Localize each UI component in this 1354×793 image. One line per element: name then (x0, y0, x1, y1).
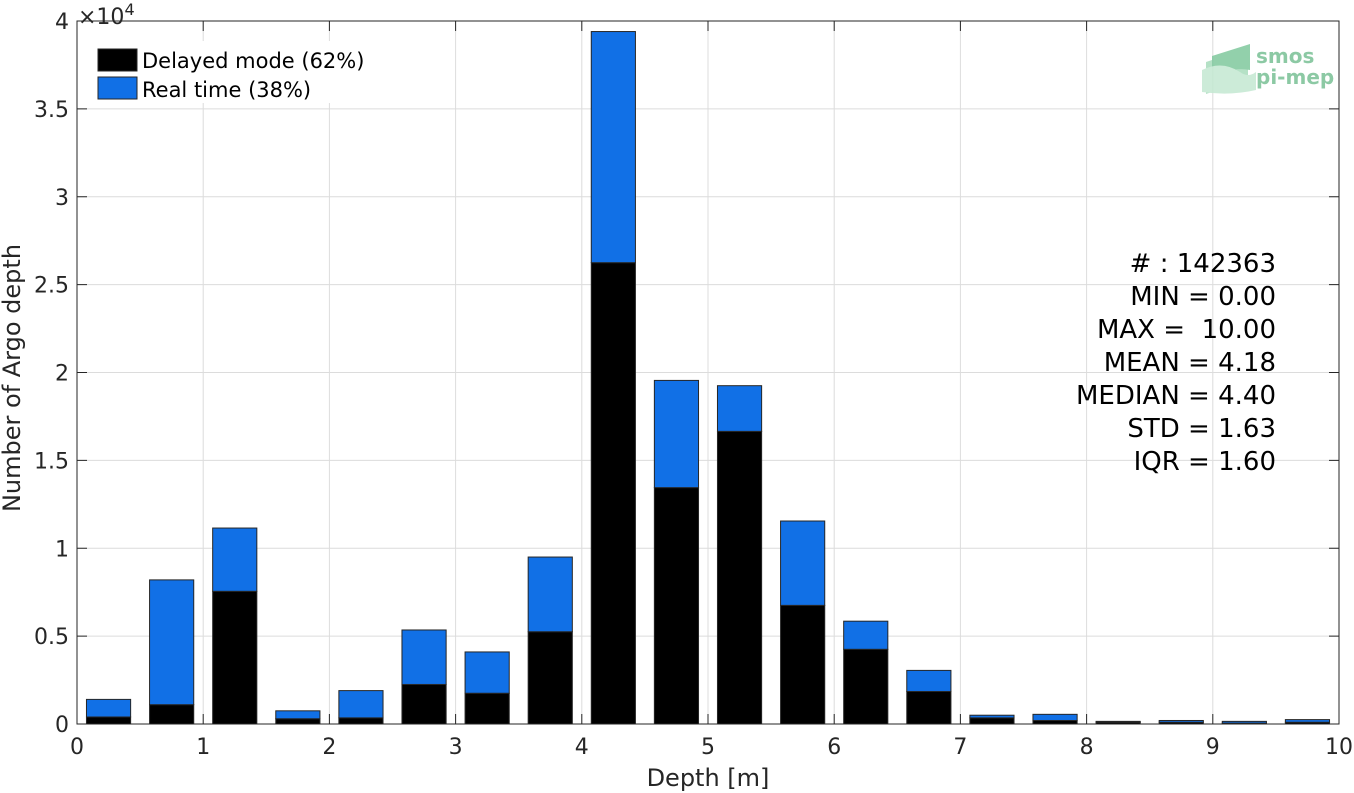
x-tick-label: 2 (322, 735, 336, 760)
y-exponent-label: ×104 (78, 0, 135, 30)
x-tick-label: 7 (953, 735, 967, 760)
x-tick-label: 4 (575, 735, 589, 760)
x-tick-label: 6 (827, 735, 841, 760)
bar-real-time (1221, 720, 1267, 724)
bar-delayed-mode (464, 692, 510, 725)
y-tick-label: 4 (55, 10, 69, 35)
bar-real-time (1158, 719, 1204, 723)
legend-swatch-delayed-mode (97, 48, 138, 72)
statistics-annotation: # : 142363 MIN = 0.00 MAX = 10.00 MEAN =… (1076, 249, 1276, 477)
y-axis-title: Number of Argo depth (0, 244, 26, 512)
x-tick-label: 9 (1206, 735, 1220, 760)
y-tick-label: 0 (55, 713, 69, 738)
bar-real-time (780, 520, 826, 606)
bar-real-time (590, 31, 636, 264)
bar-delayed-mode (780, 604, 826, 725)
bar-real-time (843, 620, 889, 650)
y-tick-label: 2.5 (34, 274, 69, 299)
bar-delayed-mode (843, 648, 889, 725)
bar-delayed-mode (1032, 719, 1078, 725)
bar-real-time (212, 527, 258, 592)
x-tick-label: 5 (701, 735, 715, 760)
stat-count: # : 142363 (1130, 249, 1276, 279)
y-tick-label: 3 (55, 186, 69, 211)
bar-real-time (275, 710, 321, 720)
bar-delayed-mode (716, 430, 763, 725)
logo-text-smos: smos (1256, 44, 1314, 68)
bar-delayed-mode (275, 718, 321, 725)
bar-real-time (464, 651, 510, 694)
stat-max: MAX = 10.00 (1097, 315, 1276, 345)
x-tick-label: 8 (1080, 735, 1094, 760)
stat-median: MEDIAN = 4.40 (1076, 381, 1276, 411)
bar-delayed-mode (906, 690, 952, 725)
axis-ticks: 0 1 2 3 4 5 6 7 8 9 10 0 0.5 1 1.5 2 2.5 3 3.5 4 (34, 10, 1353, 760)
bar-series (85, 31, 1331, 725)
x-tick-label: 10 (1325, 735, 1353, 760)
x-tick-label: 3 (449, 735, 463, 760)
bar-real-time (1284, 719, 1331, 723)
y-tick-label: 1 (55, 537, 69, 562)
legend: Delayed mode (62%) Real time (38%) (84, 41, 379, 103)
x-tick-label: 0 (70, 735, 84, 760)
bar-real-time (338, 690, 384, 719)
bar-real-time (906, 669, 952, 692)
bar-delayed-mode (212, 590, 258, 725)
y-exponent-base: ×10 (78, 5, 124, 30)
bar-delayed-mode (969, 717, 1015, 725)
legend-label-real-time: Real time (38%) (142, 78, 311, 102)
bar-delayed-mode (653, 487, 700, 725)
legend-swatch-real-time (97, 76, 138, 100)
bar-delayed-mode (527, 631, 573, 725)
bar-real-time (1032, 713, 1078, 721)
logo-wave-icon (1202, 44, 1256, 94)
bar-delayed-mode (401, 683, 447, 725)
bar-delayed-mode (149, 704, 195, 725)
stat-min: MIN = 0.00 (1130, 282, 1276, 312)
y-tick-label: 3.5 (34, 98, 69, 123)
bar-real-time (85, 698, 132, 718)
y-exponent-power: 4 (124, 0, 134, 19)
bar-delayed-mode (590, 262, 636, 725)
stat-mean: MEAN = 4.18 (1104, 348, 1276, 378)
smos-pi-mep-logo: smos pi-mep (1202, 44, 1334, 94)
y-tick-label: 0.5 (34, 625, 69, 650)
x-axis-title: Depth [m] (647, 764, 770, 792)
bar-real-time (716, 385, 763, 432)
legend-label-delayed-mode: Delayed mode (62%) (142, 49, 364, 73)
y-tick-label: 2 (55, 362, 69, 387)
bar-real-time (1095, 720, 1141, 723)
bar-real-time (149, 579, 195, 706)
bar-delayed-mode (338, 717, 384, 725)
stat-iqr: IQR = 1.60 (1134, 447, 1276, 477)
bar-real-time (401, 629, 447, 685)
stat-std: STD = 1.63 (1127, 414, 1276, 444)
bar-delayed-mode (85, 716, 132, 725)
logo-text-pi-mep: pi-mep (1256, 65, 1334, 89)
bar-real-time (653, 379, 700, 489)
bar-real-time (527, 556, 573, 633)
y-tick-label: 1.5 (34, 449, 69, 474)
x-tick-label: 1 (196, 735, 210, 760)
bar-real-time (969, 714, 1015, 719)
